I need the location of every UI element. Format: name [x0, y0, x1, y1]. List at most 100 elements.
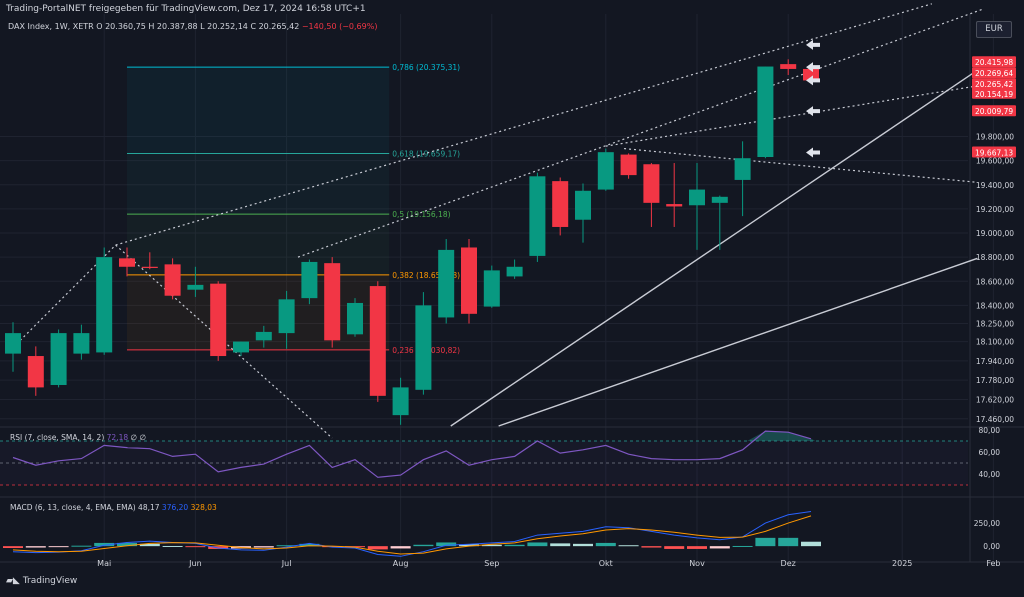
symbol-legend: DAX Index, 1W, XETR O 20.360,75 H 20.387… [8, 22, 377, 31]
fib-level-label: 0,5 (19.156,18) [392, 210, 450, 219]
price-tick-label: 19.400,00 [976, 181, 1014, 190]
macd-histogram-bar [755, 537, 776, 547]
macd-histogram-bar [641, 546, 662, 548]
fib-level-label: 0,618 (19.659,17) [392, 149, 460, 158]
tradingview-logo-icon: ▰◣ [6, 576, 20, 586]
rsi-tick-label: 80,00 [979, 426, 1001, 435]
candle-body [575, 190, 591, 220]
price-tick-label: 17.460,00 [976, 415, 1014, 424]
macd-histogram-bar [573, 543, 593, 547]
trend-line-solid [498, 257, 978, 427]
price-tick-label: 18.800,00 [976, 253, 1014, 262]
time-tick-label: Okt [599, 559, 613, 568]
candle-body [119, 258, 135, 267]
macd-tick-label: 0,00 [983, 542, 1000, 551]
time-tick-label: 2025 [892, 559, 912, 568]
macd-histogram-bar [94, 542, 115, 547]
time-tick-label: Feb [986, 559, 1000, 568]
price-tag-label: 20.269,64 [975, 69, 1013, 78]
price-tick-label: 17.620,00 [976, 395, 1014, 404]
candle-body [506, 266, 523, 277]
price-tag [972, 56, 1016, 68]
arrow-marker-icon [806, 106, 820, 117]
candle-body [5, 333, 21, 354]
share-caption: Trading-PortalNET freigegeben für Tradin… [6, 4, 366, 14]
candle-body [711, 196, 728, 203]
candle-body [187, 284, 204, 290]
candle-body [301, 261, 318, 299]
macd-histogram-bar [299, 543, 320, 547]
macd-histogram-bar [3, 546, 23, 548]
price-tag-label: 19.667,13 [975, 149, 1013, 158]
candle-body [438, 249, 455, 318]
candle-body [164, 264, 181, 296]
fib-zone [127, 153, 390, 215]
rsi-overbought-fill [747, 431, 816, 441]
price-tick-label: 18.100,00 [976, 338, 1014, 347]
price-tick-label: 17.780,00 [976, 376, 1014, 385]
time-tick-label: Sep [484, 559, 499, 568]
time-tick-label: Nov [689, 559, 705, 568]
rsi-legend: RSI (7, close, SMA, 14, 2) 72,18 ∅ ∅ [10, 433, 146, 442]
tradingview-logo[interactable]: ▰◣ TradingView [6, 576, 77, 586]
price-tick-label: 19.800,00 [976, 133, 1014, 142]
trend-line-dotted [623, 147, 978, 183]
macd-hist-value: 48,17 [138, 503, 160, 512]
macd-signal-line [12, 515, 812, 555]
macd-histogram-bar [185, 546, 206, 548]
arrow-marker-icon [806, 75, 820, 86]
macd-legend: MACD (6, 13, close, 4, EMA, EMA) 48,17 3… [10, 503, 217, 512]
candle-body [689, 189, 705, 206]
candle-body [757, 66, 774, 158]
time-tick-label: Jun [188, 559, 202, 568]
macd-histogram-bar [253, 546, 274, 548]
candle-body [415, 305, 432, 390]
candle-body [255, 331, 272, 341]
macd-histogram-bar [459, 544, 479, 547]
price-tag-label: 20.009,79 [975, 107, 1013, 116]
candle-body [597, 152, 614, 190]
macd-histogram-bar [367, 546, 388, 550]
candle-body [552, 181, 569, 227]
macd-histogram-bar [71, 545, 92, 547]
candle-body [141, 266, 158, 268]
time-tick-label: Dez [781, 559, 796, 568]
candle-body [278, 299, 295, 334]
price-tick-label: 19.200,00 [976, 205, 1014, 214]
currency-selector[interactable]: EUR [976, 21, 1012, 38]
trend-line-solid [450, 69, 978, 427]
macd-histogram-bar [504, 544, 525, 547]
rsi-line [12, 430, 812, 478]
macd-histogram-bar [687, 546, 707, 549]
fib-level-label: 0,786 (20.375,31) [392, 63, 460, 72]
time-tick-label: Jul [281, 559, 292, 568]
candle-body [210, 283, 227, 357]
candle-body [369, 286, 386, 396]
macd-histogram-bar [390, 546, 411, 549]
trend-line-dotted [297, 8, 985, 258]
price-tick-label: 18.400,00 [976, 301, 1014, 310]
macd-histogram-bar [117, 542, 137, 547]
candle-body [50, 333, 67, 385]
macd-title: MACD (6, 13, close, 4, EMA, EMA) [10, 503, 136, 512]
ohlc-c: C 20.265,42 [247, 22, 300, 31]
rsi-title: RSI (7, close, SMA, 14, 2) [10, 433, 105, 442]
macd-histogram-bar [595, 542, 616, 547]
price-change: −140,50 (−0,69%) [301, 22, 378, 31]
price-tag-label: 20.154,19 [975, 90, 1013, 99]
candle-body [643, 164, 660, 203]
candle-body [483, 270, 500, 307]
price-tick-label: 17.940,00 [976, 357, 1014, 366]
candle-body [73, 333, 90, 354]
price-tag [972, 87, 1016, 99]
candle-body [324, 263, 341, 341]
macd-line-value: 376,20 [161, 503, 189, 512]
candle-body [780, 64, 797, 69]
macd-histogram-bar [25, 546, 46, 548]
arrow-marker-icon [806, 147, 820, 158]
macd-histogram-bar [48, 546, 69, 548]
price-tag-label: 20.415,98 [975, 58, 1013, 67]
